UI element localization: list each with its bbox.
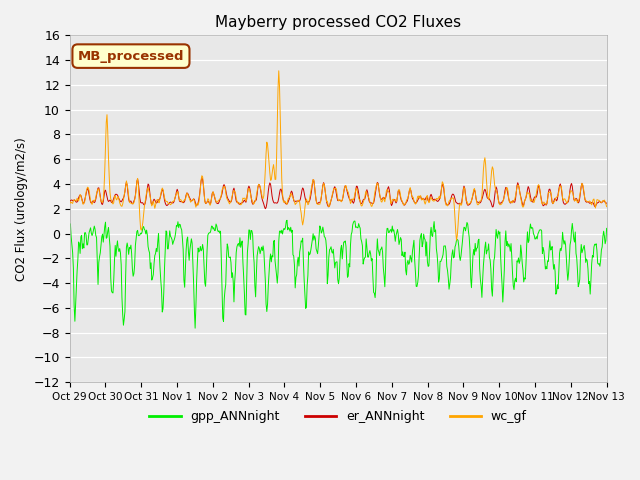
Title: Mayberry processed CO2 Fluxes: Mayberry processed CO2 Fluxes (215, 15, 461, 30)
Legend: gpp_ANNnight, er_ANNnight, wc_gf: gpp_ANNnight, er_ANNnight, wc_gf (145, 405, 532, 428)
Y-axis label: CO2 Flux (urology/m2/s): CO2 Flux (urology/m2/s) (15, 137, 28, 281)
Text: MB_processed: MB_processed (77, 49, 184, 62)
